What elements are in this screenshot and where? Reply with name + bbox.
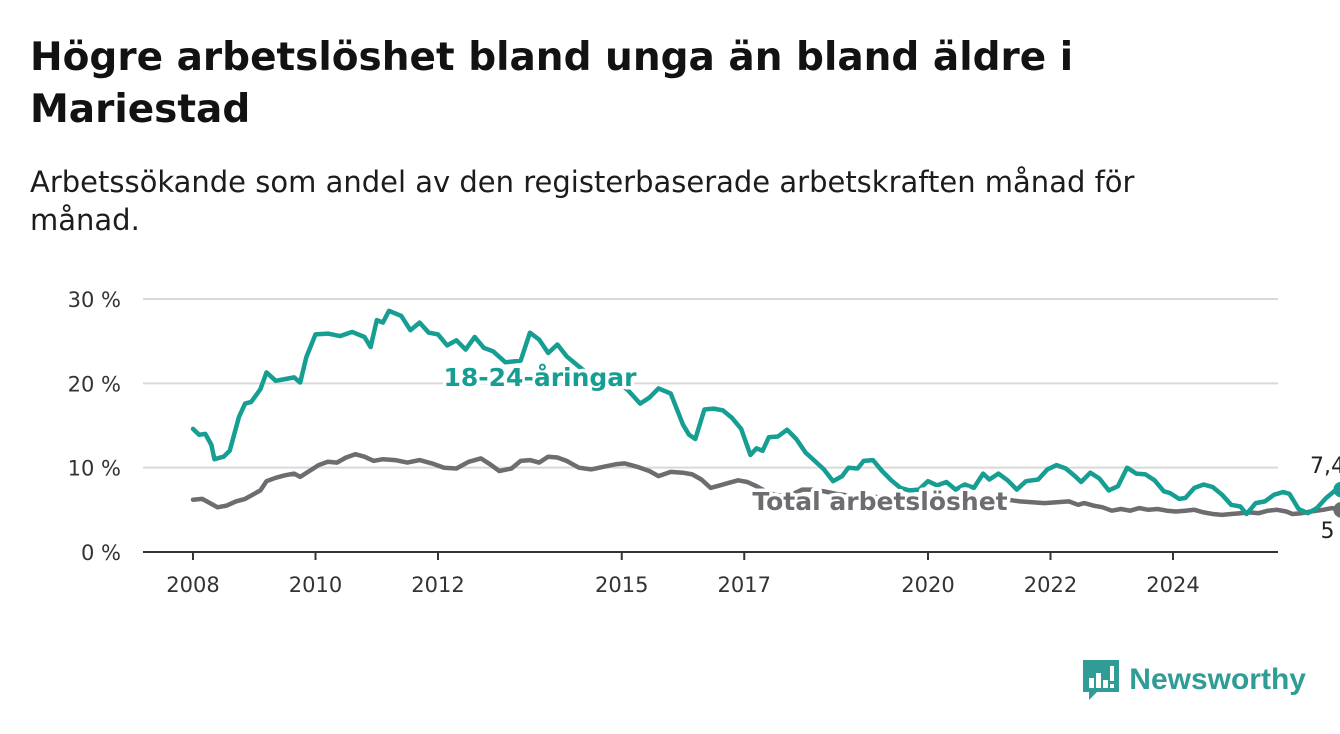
y-tick-label: 10 % bbox=[68, 457, 121, 481]
series-label-youth: 18-24-åringar bbox=[444, 363, 638, 392]
chart-title: Högre arbetslöshet bland unga än bland ä… bbox=[30, 35, 1074, 132]
x-tick-label: 2015 bbox=[595, 573, 648, 597]
grid-lines bbox=[143, 298, 1278, 469]
end-value-total: 5 % bbox=[1320, 519, 1340, 544]
series-lines bbox=[190, 308, 1340, 518]
x-tick-label: 2022 bbox=[1024, 573, 1077, 597]
end-value-youth: 7,4 % bbox=[1310, 454, 1340, 479]
y-tick-label: 20 % bbox=[68, 372, 121, 396]
x-tick-label: 2010 bbox=[289, 573, 342, 597]
end-point-total bbox=[1333, 501, 1340, 518]
end-point-youth bbox=[1333, 481, 1340, 498]
x-tick-label: 2020 bbox=[901, 573, 954, 597]
brand-logo: Newsworthy bbox=[1083, 660, 1306, 700]
brand-name: Newsworthy bbox=[1129, 663, 1306, 696]
y-tick-label: 0 % bbox=[81, 541, 121, 565]
y-tick-label: 30 % bbox=[68, 288, 121, 312]
chart-subtitle: Arbetssökande som andel av den registerb… bbox=[30, 165, 1135, 237]
x-tick-label: 2017 bbox=[718, 573, 771, 597]
series-line-total bbox=[190, 451, 1340, 518]
series-label-total: Total arbetslöshet bbox=[752, 487, 1007, 516]
x-tick-label: 2012 bbox=[411, 573, 464, 597]
newsworthy-logo-icon bbox=[1083, 660, 1120, 700]
series-line-youth bbox=[190, 308, 1340, 517]
line-chart: 0 % 10 % 20 % 30 % 2008 2010 2012 2015 2017 2020… bbox=[68, 288, 1340, 597]
series-labels: 18-24-åringar Total arbetslöshet 7,4 % 5 % bbox=[440, 360, 1340, 545]
x-tick-label: 2024 bbox=[1146, 573, 1199, 597]
y-axis: 0 % 10 % 20 % 30 % bbox=[68, 288, 121, 565]
x-tick-label: 2008 bbox=[166, 573, 219, 597]
x-axis: 2008 2010 2012 2015 2017 2020 2022 2024 bbox=[143, 551, 1278, 597]
